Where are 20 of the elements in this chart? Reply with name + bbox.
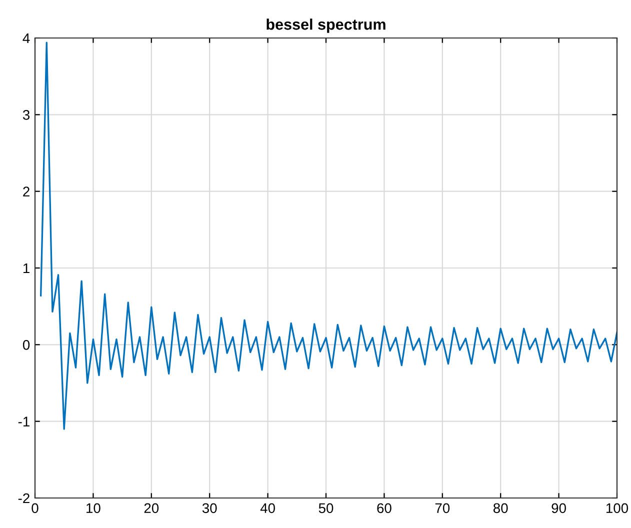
x-tick-label: 100 xyxy=(606,503,628,514)
x-tick-label: 40 xyxy=(260,503,275,514)
x-tick-label: 50 xyxy=(318,503,334,514)
x-tick-label: 30 xyxy=(202,503,217,514)
y-tick-label: 0 xyxy=(22,340,30,350)
y-tick-label: -1 xyxy=(18,416,30,426)
x-tick-label: 70 xyxy=(435,503,450,514)
x-tick-label: 90 xyxy=(552,503,566,514)
y-tick-label: 2 xyxy=(23,186,30,196)
x-tick-label: 80 xyxy=(493,503,508,514)
y-tick-label: 4 xyxy=(22,33,30,44)
x-tick-label: 60 xyxy=(377,503,392,514)
y-tick-label: 1 xyxy=(23,263,30,274)
line-series xyxy=(40,42,617,430)
x-tick-label: 20 xyxy=(144,503,159,514)
x-tick-label: 0 xyxy=(32,503,38,514)
y-tick-label: 3 xyxy=(22,110,30,120)
x-tick-label: 10 xyxy=(86,503,100,514)
chart-title: bessel spectrum xyxy=(266,18,386,33)
y-tick-label: -2 xyxy=(18,493,30,504)
